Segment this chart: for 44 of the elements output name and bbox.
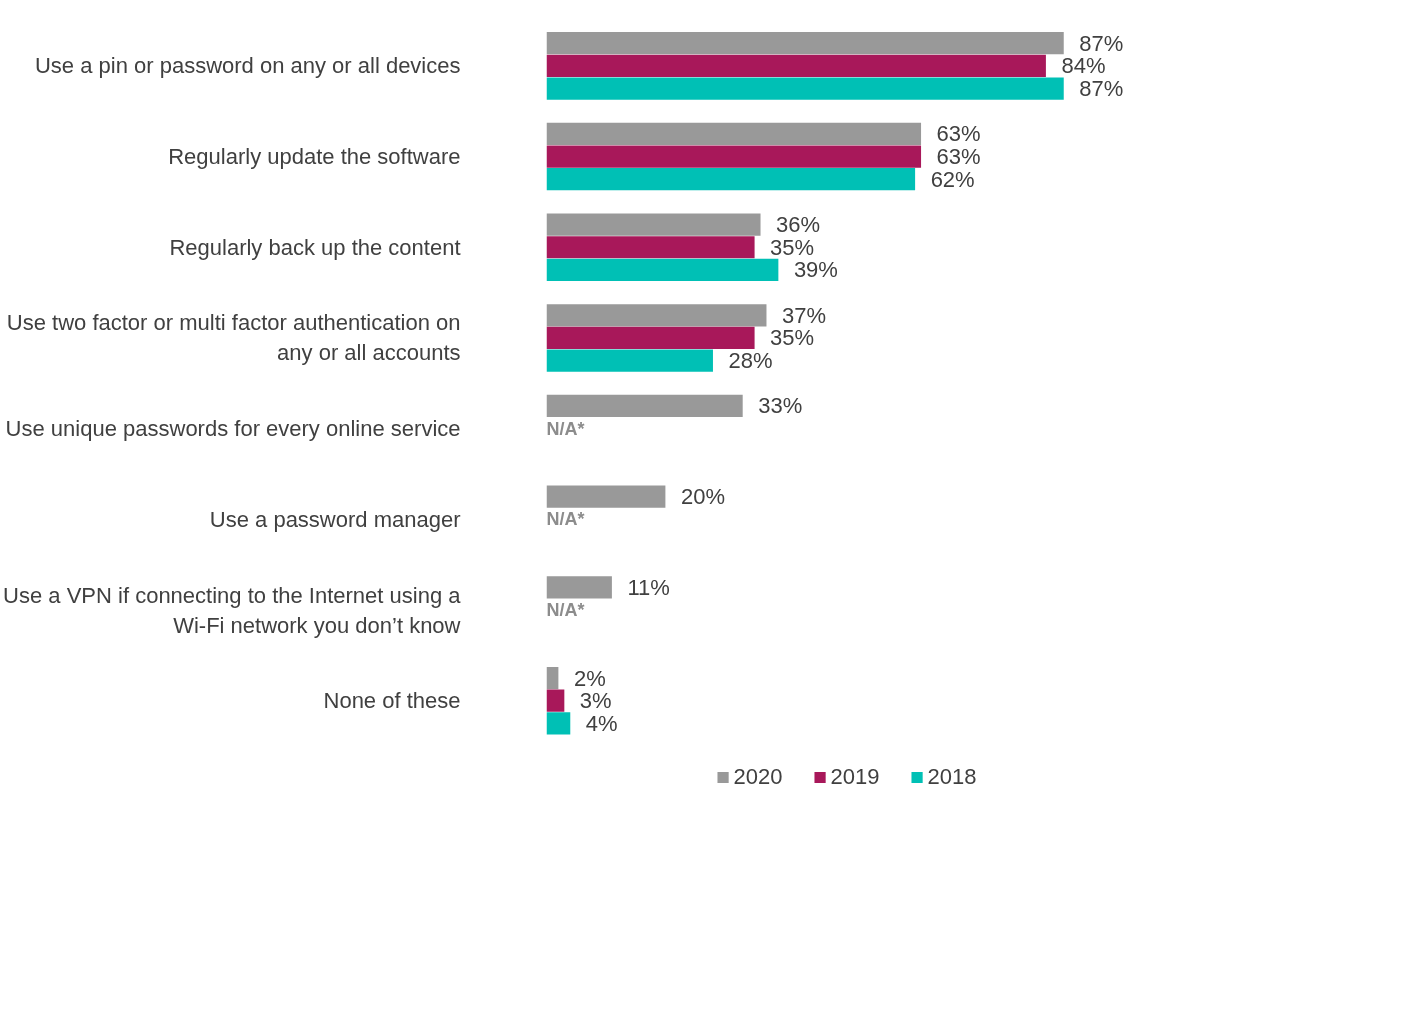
text: N/A*	[546, 509, 585, 530]
bar	[546, 77, 1064, 100]
legend-label: 2019	[830, 764, 880, 790]
bar	[546, 666, 559, 690]
data-label: 2%	[573, 665, 606, 691]
bar	[546, 689, 565, 712]
bar	[546, 576, 612, 599]
data-label: 28%	[728, 348, 773, 374]
data-label: 84%	[1061, 53, 1106, 79]
bar	[546, 258, 779, 282]
data-label: 37%	[781, 302, 827, 328]
text: N/A*	[546, 418, 585, 439]
y-tick-label: Use unique passwords for every online service	[5, 416, 461, 442]
bar	[546, 145, 922, 168]
y-tick-label: Use two factor or multi factor authentication on any or all accounts	[6, 310, 461, 366]
data-label: 35%	[770, 325, 815, 351]
bar	[546, 168, 916, 191]
y-tick-label: Use a password manager	[209, 506, 461, 532]
bar	[546, 349, 713, 372]
bar	[546, 213, 761, 236]
text: N/A*	[546, 600, 585, 621]
bar	[546, 712, 571, 735]
data-label: 87%	[1079, 30, 1124, 56]
y-tick-label: Regularly update the software	[168, 144, 461, 170]
y-tick-label: None of these	[323, 688, 461, 714]
data-label: 63%	[936, 121, 981, 147]
data-label: 20%	[680, 484, 725, 510]
data-label: 33%	[758, 393, 803, 419]
y-tick-label: Regularly back up the content	[169, 234, 461, 260]
y-tick-label: Use a pin or password on any or all devices	[34, 53, 461, 79]
data-label: 39%	[793, 257, 838, 283]
bar	[546, 304, 767, 327]
y-tick-label: Use a VPN if connecting to the Internet using a Wi-Fi network you don’t know	[3, 582, 462, 638]
bar	[546, 326, 755, 350]
data-label: 11%	[627, 574, 670, 600]
bar	[546, 54, 1046, 77]
data-label: 87%	[1079, 76, 1124, 102]
bar	[546, 236, 755, 259]
bar	[546, 485, 666, 508]
legend-label: 2018	[927, 764, 977, 790]
bar	[546, 122, 922, 145]
bar	[546, 394, 743, 418]
bar	[546, 32, 1064, 55]
legend-label: 2020	[733, 764, 783, 790]
